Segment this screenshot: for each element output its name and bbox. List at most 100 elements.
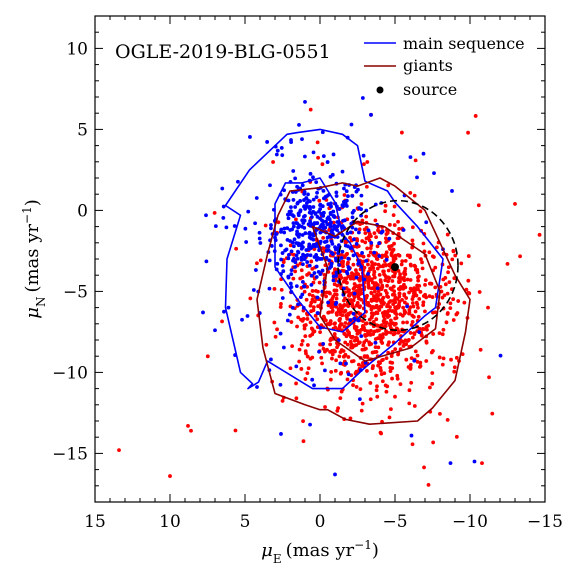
main-sequence-point: [412, 358, 417, 363]
giant-point: [315, 140, 320, 145]
giant-point: [289, 320, 294, 324]
main-sequence-point: [222, 309, 226, 314]
giant-point: [381, 314, 386, 319]
main-sequence-point: [349, 122, 354, 127]
main-sequence-point: [351, 253, 356, 258]
giant-point: [478, 347, 483, 352]
giant-point: [381, 269, 386, 274]
giant-point: [366, 285, 371, 290]
giant-point: [412, 286, 416, 290]
giant-point: [304, 297, 309, 302]
giant-point: [353, 268, 358, 273]
giant-point: [423, 282, 427, 287]
giant-point: [361, 343, 366, 348]
giant-point: [393, 347, 398, 352]
x-tick-label: 15: [84, 512, 106, 532]
main-sequence-point: [253, 221, 258, 226]
main-sequence-point: [286, 256, 291, 261]
giant-point: [379, 300, 384, 305]
main-sequence-point: [334, 258, 338, 263]
giant-point: [477, 290, 482, 294]
main-sequence-point: [213, 224, 218, 229]
giant-point: [406, 365, 411, 369]
giant-point: [343, 340, 348, 345]
main-sequence-point: [325, 222, 330, 227]
giant-point: [404, 357, 409, 362]
main-sequence-point: [343, 243, 348, 248]
giant-point: [351, 298, 356, 303]
giant-point: [339, 322, 344, 327]
main-sequence-point: [267, 286, 272, 291]
source-error-ellipse: [337, 199, 459, 332]
main-sequence-point: [363, 360, 368, 365]
main-sequence-point: [334, 270, 339, 275]
giant-point: [360, 239, 365, 243]
giant-point: [355, 244, 359, 249]
main-sequence-point: [334, 194, 339, 198]
x-tick-label: −10: [452, 512, 488, 532]
main-sequence-point: [279, 432, 283, 436]
giant-point: [275, 327, 279, 332]
main-sequence-point: [258, 241, 263, 245]
main-sequence-point: [408, 155, 413, 160]
giant-point: [344, 314, 349, 319]
giant-point: [372, 275, 377, 280]
giant-point: [339, 252, 344, 257]
giant-point: [408, 278, 413, 282]
giant-point: [401, 305, 406, 310]
main-sequence-point: [293, 260, 298, 265]
giant-point: [326, 303, 331, 308]
giant-point: [396, 352, 400, 357]
main-sequence-point: [472, 459, 477, 464]
giant-point: [430, 371, 435, 375]
main-sequence-point: [348, 318, 353, 322]
giant-point: [387, 415, 392, 420]
giant-point: [405, 277, 410, 282]
giant-point: [220, 319, 224, 324]
main-sequence-point: [253, 268, 258, 272]
main-sequence-point: [315, 255, 320, 260]
giant-point: [399, 338, 403, 343]
giant-point: [324, 290, 329, 295]
giant-point: [405, 320, 409, 325]
main-sequence-point: [295, 256, 300, 261]
main-sequence-point: [326, 202, 331, 207]
y-tick-label: −5: [63, 282, 88, 302]
main-sequence-point: [312, 271, 317, 275]
giant-point: [310, 289, 315, 293]
main-sequence-point: [364, 258, 369, 263]
main-sequence-point: [221, 204, 226, 209]
main-sequence-point: [204, 213, 208, 218]
giant-point: [348, 416, 353, 421]
main-sequence-point: [291, 198, 296, 202]
giant-point: [374, 298, 379, 303]
main-sequence-point: [289, 285, 294, 289]
main-sequence-point: [329, 204, 333, 209]
main-sequence-point: [415, 175, 419, 180]
giant-point: [328, 337, 333, 342]
giant-point: [384, 291, 389, 296]
giant-point: [374, 235, 378, 240]
main-sequence-point: [333, 472, 337, 477]
main-sequence-point: [243, 226, 248, 231]
main-sequence-point: [308, 253, 313, 258]
giant-point: [366, 281, 371, 286]
giant-point: [393, 394, 397, 399]
giant-point: [273, 334, 278, 339]
giant-point: [420, 266, 425, 271]
giant-point: [369, 290, 374, 295]
giant-point: [365, 246, 370, 251]
main-sequence-point: [221, 216, 226, 220]
giant-point: [373, 262, 377, 266]
giant-point: [293, 269, 298, 274]
giant-point: [395, 373, 400, 378]
giant-point: [443, 282, 448, 287]
giant-point: [382, 371, 387, 376]
giant-point: [424, 359, 429, 363]
giant-point: [300, 319, 305, 323]
main-sequence-point: [316, 311, 321, 316]
giant-point: [388, 286, 393, 291]
giant-point: [433, 285, 438, 290]
giant-point: [332, 332, 337, 336]
giant-point: [423, 309, 427, 314]
